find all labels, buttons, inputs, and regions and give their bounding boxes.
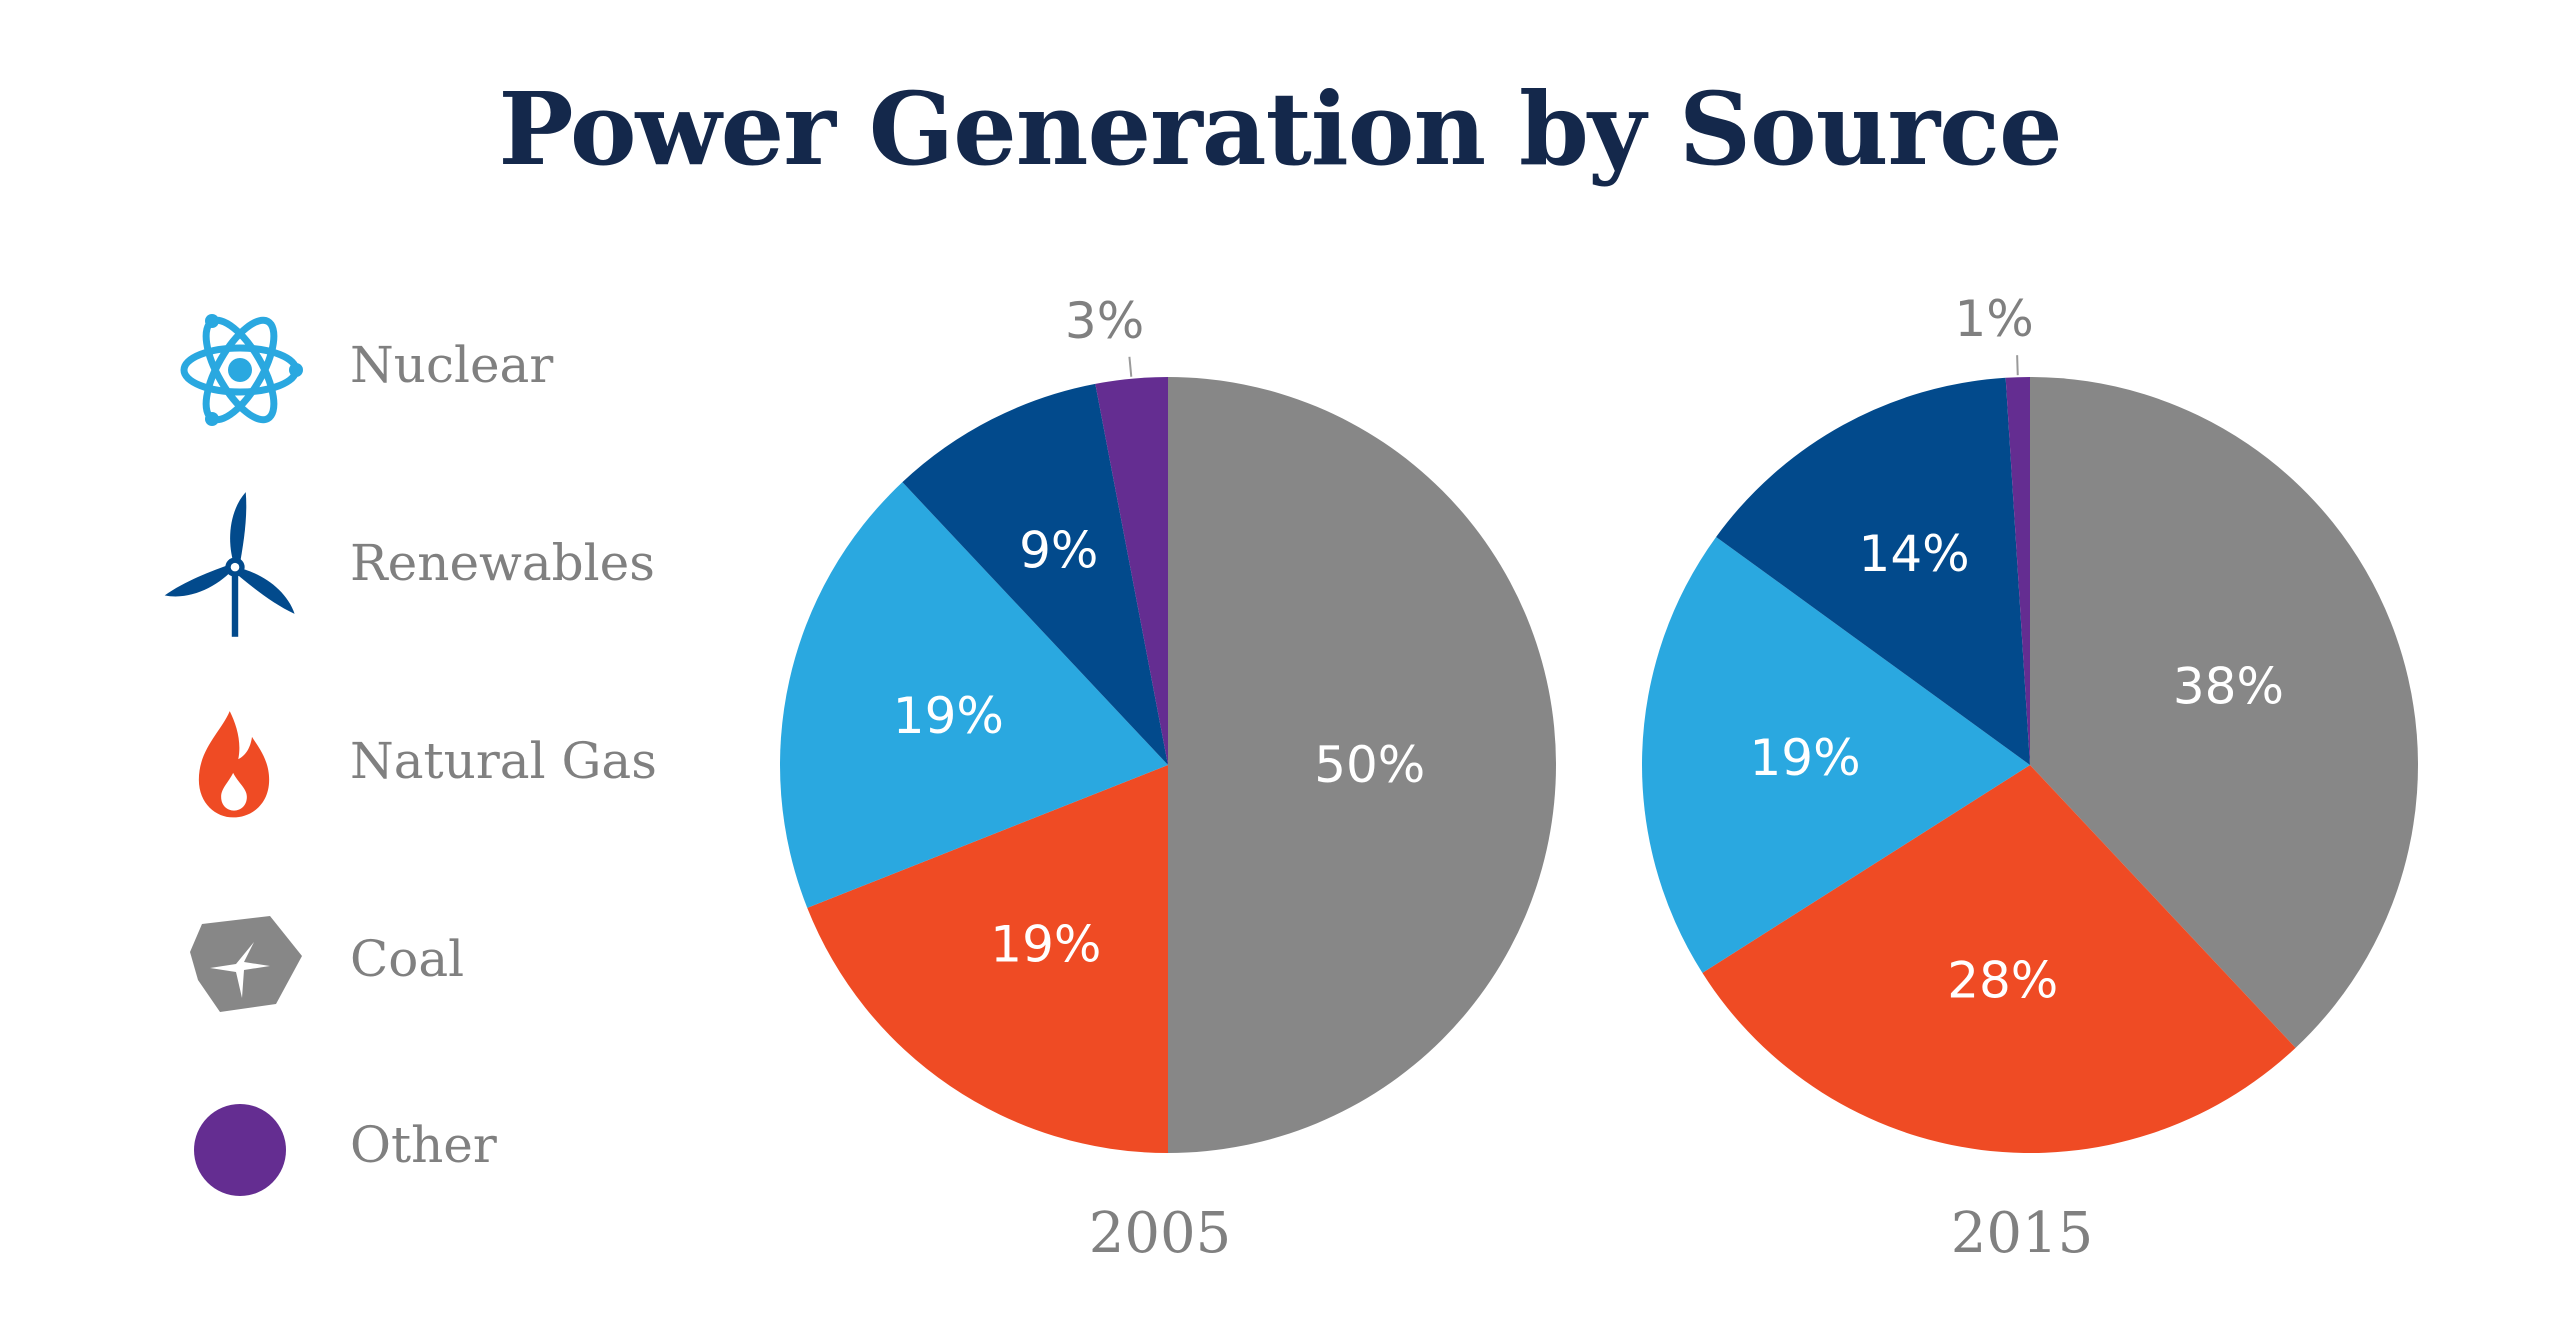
pie-slice-2005-renewables [780, 482, 1168, 908]
pie-slice-2005-coal [1168, 377, 1556, 1153]
pie-slice-2015-renewables [1642, 536, 2030, 973]
flame-icon [198, 711, 270, 818]
legend-label-other: Other [350, 1116, 497, 1174]
leader-line-2015 [2016, 355, 2019, 376]
legend-item-natural-gas: Natural Gas [170, 696, 690, 836]
pie-slice-2005-other [1095, 377, 1168, 765]
pie-slice-2015-other [2005, 377, 2030, 765]
slice-label-2005-nuclear: 9% [1019, 522, 1098, 580]
circle-icon [194, 1104, 286, 1196]
atom-icon [180, 314, 303, 426]
slice-label-2015-other: 1% [1955, 290, 2034, 348]
pie-slice-2005-nuclear [902, 383, 1168, 765]
leader-line-2005 [1128, 356, 1133, 377]
legend-item-renewables: Renewables [164, 492, 690, 638]
legend-label-natural-gas: Natural Gas [350, 732, 657, 790]
pie-slice-2015-nuclear [1716, 377, 2030, 765]
chart-title: Power Generation by Source [498, 70, 2062, 188]
pie-slice-2015-coal [2030, 377, 2419, 1048]
coal-rock-icon [190, 916, 302, 1012]
slice-label-2005-coal: 50% [1314, 736, 1425, 794]
slice-label-2015-renewables: 19% [1750, 729, 1861, 787]
legend-item-coal: Coal [170, 894, 690, 1034]
slice-label-2005-renewables: 19% [893, 687, 1004, 745]
slice-label-2005-natural-gas: 19% [990, 916, 1101, 974]
legend-label-renewables: Renewables [350, 534, 655, 592]
legend-item-nuclear: Nuclear [170, 300, 690, 440]
pie-slice-2005-natural-gas [807, 765, 1168, 1153]
pie-2015: 38% 28% 19% 14% 1% 2015 [1642, 290, 2419, 1266]
pie-2005: 50% 19% 19% 9% 3% 2005 [780, 292, 1556, 1266]
legend-label-nuclear: Nuclear [350, 336, 554, 394]
wind-turbine-icon [164, 492, 295, 637]
slice-label-2015-natural-gas: 28% [1947, 952, 2058, 1010]
slice-label-2005-other: 3% [1065, 292, 1144, 350]
pie-slice-2015-natural-gas [1702, 765, 2296, 1153]
slice-label-2015-nuclear: 14% [1859, 525, 1970, 583]
legend-label-coal: Coal [350, 930, 465, 988]
year-label-2015: 2015 [1951, 1201, 2094, 1266]
year-label-2005: 2005 [1089, 1201, 1232, 1266]
legend-item-other: Other [170, 1080, 690, 1220]
slice-label-2015-coal: 38% [2173, 657, 2284, 715]
